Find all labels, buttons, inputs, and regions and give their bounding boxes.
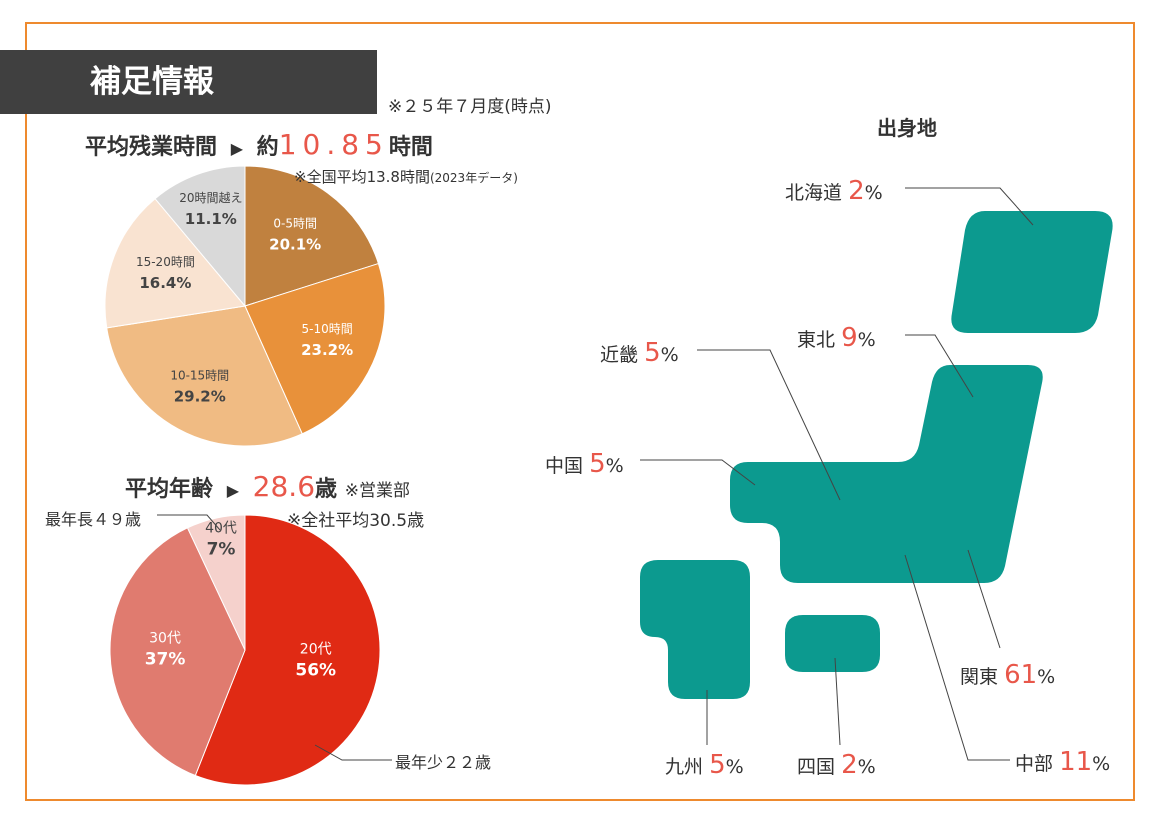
leader-line (640, 459, 756, 486)
overtime-label: 平均残業時間 (85, 135, 218, 160)
overtime-prefix: 約 (256, 135, 279, 160)
region-name: 中部 (1015, 753, 1054, 775)
age-leaders (157, 514, 392, 761)
region-unit: % (864, 182, 883, 204)
region-name: 近畿 (600, 344, 639, 366)
leader-line (904, 554, 1010, 761)
slice-category-label: 30代 (149, 631, 181, 647)
pie-slice (104, 197, 246, 329)
slice-category-label: 20時間越え (179, 191, 242, 205)
age-pie: 20代 56% 30代 37% 40代 7% (109, 514, 381, 786)
leader-line (834, 657, 841, 746)
oldest-leader-line (157, 514, 221, 531)
honshu-shape (730, 365, 1043, 583)
pie-slice (244, 165, 380, 307)
region-unit: % (857, 329, 876, 351)
region-name: 四国 (797, 756, 836, 778)
slice-category-label: 5-10時間 (302, 322, 353, 336)
leader-line (697, 349, 841, 501)
hokkaido-shape (951, 211, 1113, 333)
region-label: 近畿 5% (600, 338, 679, 368)
slice-value-label: 56% (295, 660, 336, 680)
region-value: 61 (1004, 660, 1038, 690)
kyushu-shape (640, 560, 750, 699)
pie-slice (194, 514, 381, 786)
region-unit: % (857, 756, 876, 778)
age-unit: 歳 (315, 477, 338, 502)
pie-slice (186, 514, 246, 651)
region-label: 中部 11% (1015, 747, 1110, 777)
leader-line (905, 187, 1034, 226)
region-value: 11 (1059, 747, 1093, 777)
slice-category-label: 15-20時間 (136, 255, 195, 269)
slice-category-label: 0-5時間 (273, 216, 317, 230)
youngest-leader-line (314, 744, 392, 761)
region-unit: % (660, 344, 679, 366)
overtime-unit: 時間 (388, 135, 433, 160)
region-name: 北海道 (785, 182, 843, 204)
slice-category-label: 10-15時間 (170, 369, 229, 383)
arrow-icon: ▶ (226, 481, 239, 500)
region-label: 北海道 2% (785, 176, 883, 206)
region-value: 5 (709, 750, 726, 780)
age-dept: ※営業部 (344, 481, 410, 501)
region-label: 中国 5% (545, 449, 624, 479)
section-banner: 補足情報 (0, 50, 377, 114)
overtime-pie: 0-5時間 20.1% 5-10時間 23.2% 10-15時間 29.2% 15-20時間… (104, 165, 386, 447)
overtime-value: 10.85 (278, 128, 389, 161)
slice-value-label: 16.4% (139, 274, 191, 292)
shikoku-shape (785, 615, 880, 672)
region-value: 2 (848, 176, 865, 206)
region-label: 四国 2% (797, 750, 876, 780)
slice-value-label: 11.1% (185, 210, 237, 228)
slice-value-label: 23.2% (301, 341, 353, 359)
region-name: 中国 (545, 455, 584, 477)
date-note: ※２５年７月度(時点) (388, 97, 552, 117)
pie-slice (109, 527, 246, 777)
arrow-icon: ▶ (230, 139, 243, 158)
region-unit: % (605, 455, 624, 477)
region-value: 9 (841, 323, 858, 353)
age-heading: 平均年齢 ▶ 28.6歳 ※営業部 (125, 470, 410, 503)
region-value: 5 (644, 338, 661, 368)
pie-slice (244, 262, 386, 435)
region-name: 関東 (960, 666, 999, 688)
region-label: 東北 9% (797, 323, 876, 353)
national-avg: ※全国平均13.8時間 (294, 168, 430, 186)
slice-value-label: 7% (207, 540, 236, 560)
pie-slice (154, 165, 246, 308)
map-leaders (640, 187, 1034, 761)
region-label: 関東 61% (960, 660, 1055, 690)
japan-map (640, 211, 1113, 699)
slice-value-label: 37% (145, 650, 186, 670)
region-name: 九州 (665, 756, 704, 778)
slice-category-label: 40代 (205, 521, 237, 537)
pie-slice (106, 305, 303, 447)
region-value: 5 (589, 449, 606, 479)
region-name: 東北 (797, 329, 836, 351)
slice-value-label: 20.1% (269, 235, 321, 253)
oldest-label: 最年長４９歳 (45, 510, 142, 529)
slice-value-label: 29.2% (174, 388, 226, 406)
age-value: 28.6 (252, 470, 316, 503)
overtime-heading: 平均残業時間 ▶ 約10.85時間 (85, 128, 433, 161)
leader-line (905, 334, 974, 398)
region-unit: % (1092, 753, 1111, 775)
youngest-label: 最年少２２歳 (395, 753, 492, 772)
age-label: 平均年齢 (125, 477, 214, 502)
region-value: 2 (841, 750, 858, 780)
region-unit: % (1037, 666, 1056, 688)
company-avg-note: ※全社平均30.5歳 (287, 511, 425, 531)
region-unit: % (725, 756, 744, 778)
region-label: 九州 5% (665, 750, 744, 780)
orange-frame (25, 22, 1135, 801)
slice-category-label: 20代 (300, 641, 332, 657)
leader-line (967, 549, 1001, 649)
map-title: 出身地 (877, 116, 937, 140)
data-year: (2023年データ) (429, 171, 518, 185)
overtime-note: ※全国平均13.8時間(2023年データ) (294, 166, 518, 187)
